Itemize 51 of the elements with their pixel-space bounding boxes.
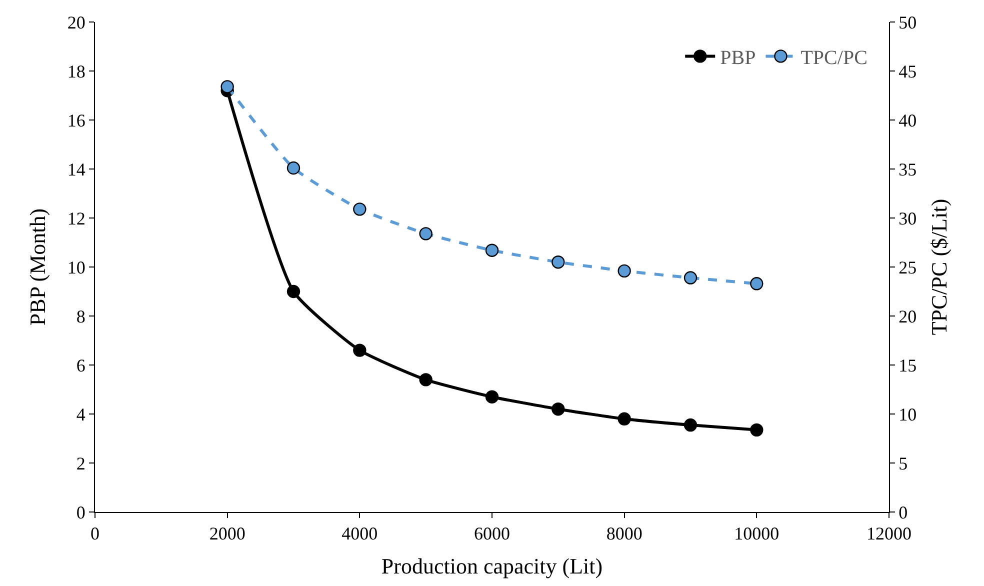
point	[419, 373, 432, 386]
y2-tick-label: 10	[898, 404, 917, 424]
x-tick-label: 12000	[866, 524, 912, 544]
y2-axis-title: TPC/PC ($/Lit)	[926, 198, 952, 336]
y-tick-label: 8	[76, 306, 86, 326]
y-tick-label: 2	[76, 453, 86, 474]
point	[750, 277, 764, 290]
x-tick-label: 0	[90, 524, 100, 544]
x-tick-label: 8000	[606, 524, 642, 544]
y-axis-title: PBP (Month)	[25, 208, 50, 326]
point	[485, 390, 499, 404]
y-tick-label: 0	[76, 502, 86, 522]
x-tick-label: 4000	[342, 524, 378, 544]
point	[552, 402, 565, 416]
point	[353, 344, 366, 357]
point	[552, 256, 565, 269]
y-tick-label: 14	[67, 159, 86, 180]
y2-tick-label: 35	[898, 159, 917, 180]
x-tick-label: 2000	[209, 524, 246, 544]
y2-tick-label: 0	[898, 502, 908, 522]
x-axis-title: Production capacity (Lit)	[381, 554, 603, 578]
legend-label: PBP	[720, 47, 756, 69]
y2-tick-label: 45	[898, 61, 917, 82]
y-tick-label: 4	[76, 404, 86, 424]
point	[485, 244, 499, 257]
y-tick-label: 12	[67, 208, 86, 228]
y2-tick-label: 30	[898, 208, 917, 228]
legend-label: TPC/PC	[800, 47, 868, 69]
point	[220, 80, 234, 94]
y2-tick-label: 40	[898, 110, 917, 130]
y-tick-label: 10	[67, 257, 86, 278]
x-tick-label: 10000	[734, 524, 780, 544]
point	[618, 264, 631, 278]
x-tick-label: 6000	[474, 524, 510, 544]
y2-tick-label: 15	[898, 355, 917, 376]
y-tick-label: 20	[67, 12, 86, 32]
point	[286, 284, 300, 298]
y2-tick-label: 5	[898, 453, 908, 474]
y2-tick-label: 25	[898, 257, 917, 278]
point	[286, 161, 300, 175]
point	[684, 418, 698, 432]
point	[353, 202, 366, 216]
point	[618, 412, 631, 426]
y-tick-label: 18	[67, 61, 86, 82]
y2-tick-label: 50	[898, 12, 917, 32]
point	[750, 423, 764, 437]
y-tick-label: 6	[76, 355, 86, 376]
point	[684, 271, 698, 284]
y-tick-label: 16	[67, 110, 86, 130]
point	[419, 227, 432, 240]
y2-tick-label: 20	[898, 306, 917, 326]
